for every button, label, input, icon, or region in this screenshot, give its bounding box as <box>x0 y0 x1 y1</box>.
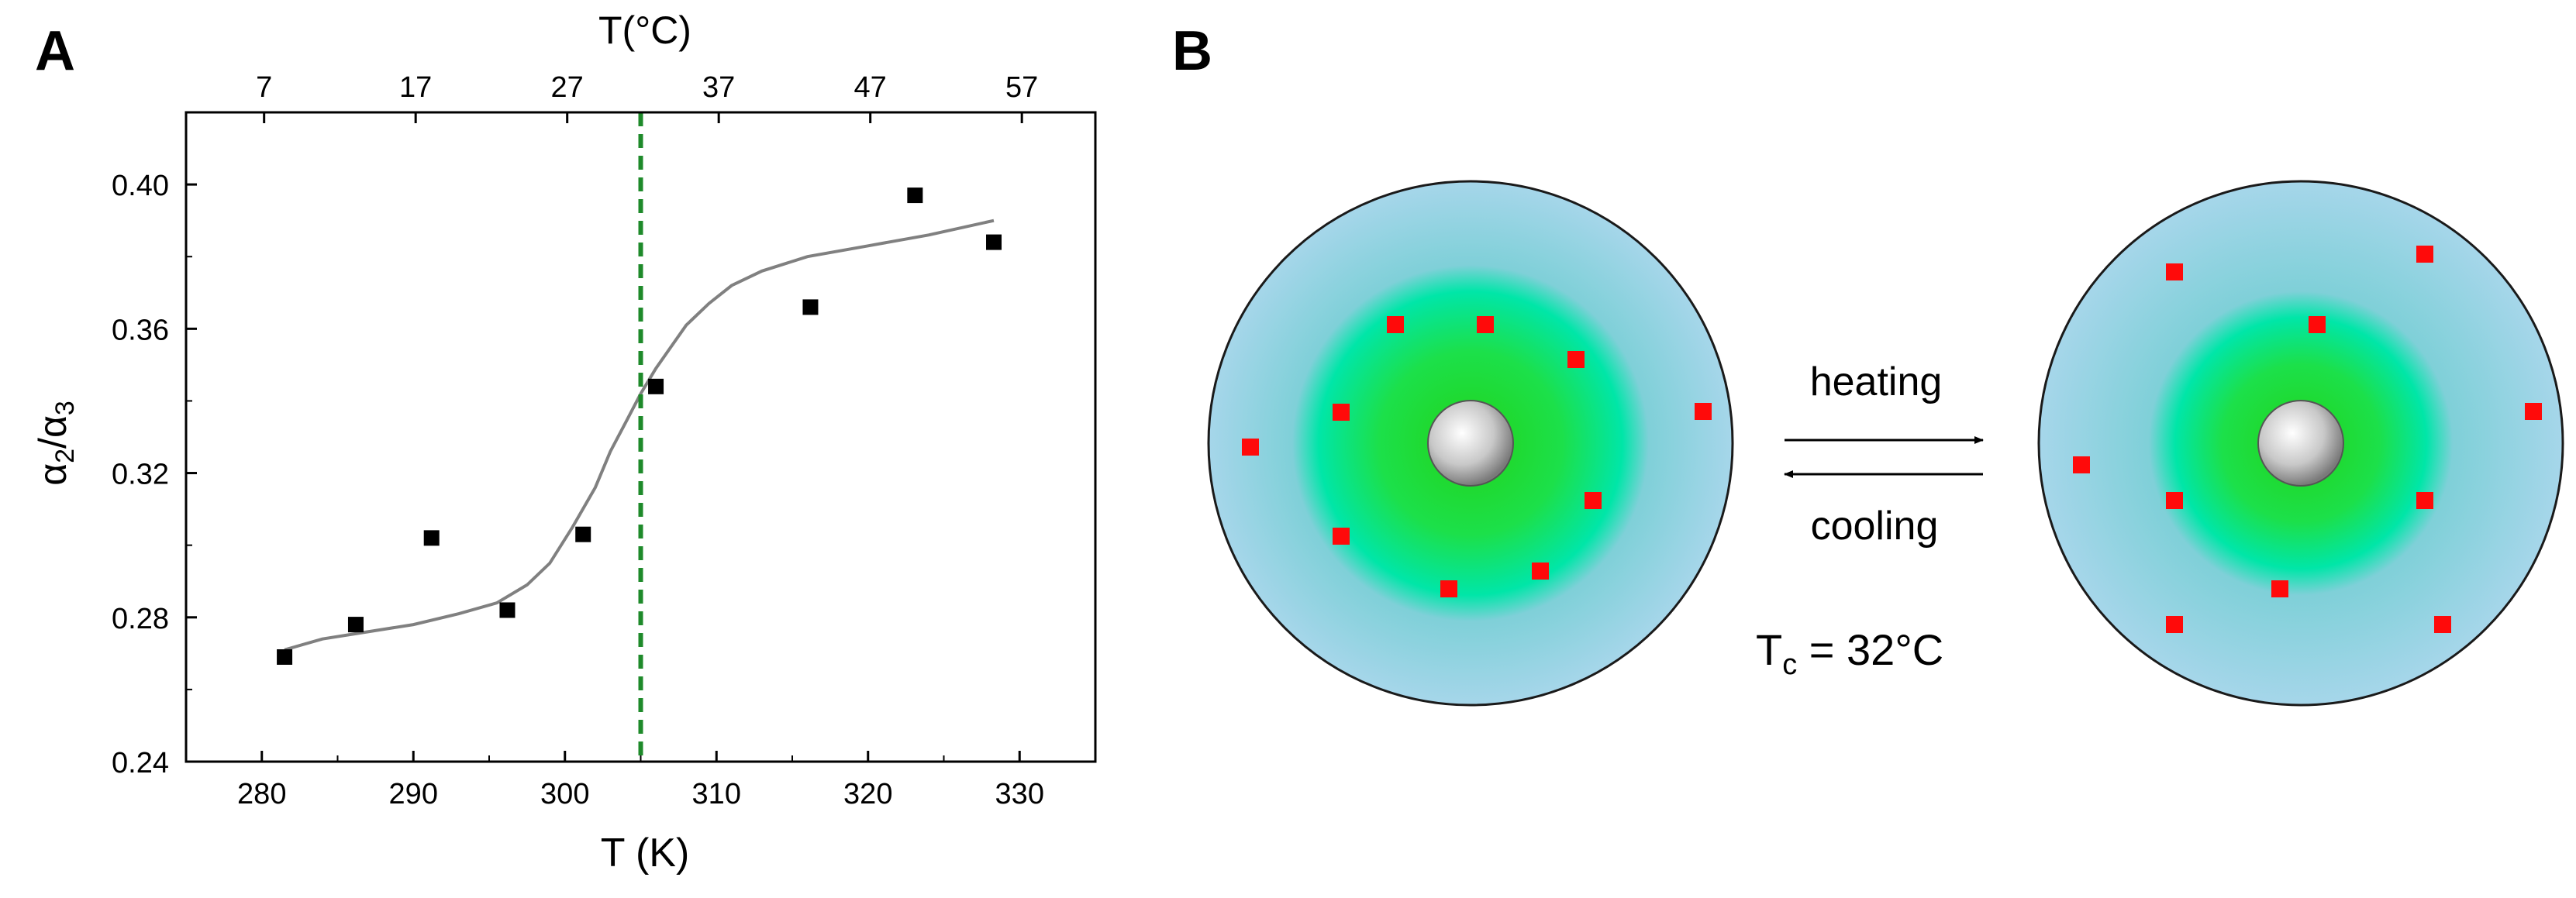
y-axis-label-sub-2: 3 <box>50 401 80 415</box>
y-tick-label: 0.36 <box>112 314 169 346</box>
red-dot <box>2434 616 2451 633</box>
top-tick-label: 37 <box>702 71 735 104</box>
red-dot <box>2416 492 2433 509</box>
fit-curve <box>284 218 995 652</box>
red-dot <box>1567 351 1585 368</box>
nanoparticle-above-tc <box>2037 180 2564 707</box>
red-dot <box>2166 616 2183 633</box>
heating-label: heating <box>1810 360 1943 404</box>
y-tick-label: 0.28 <box>112 603 169 635</box>
y-axis-label-alpha-2: α <box>31 415 74 438</box>
data-point <box>648 378 664 394</box>
red-dot <box>1242 439 1259 456</box>
x-tick-label: 310 <box>692 778 741 810</box>
red-dot <box>1585 492 1602 509</box>
diagram-panel-b: heating cooling Tc = 32°C <box>1207 180 2564 707</box>
panel-label-b: B <box>1172 20 1212 82</box>
data-point <box>986 234 1002 250</box>
core-sphere-left <box>1427 400 1514 487</box>
data-point <box>575 526 591 542</box>
data-point <box>907 188 923 204</box>
red-dot <box>1532 563 1549 580</box>
red-dot <box>2166 492 2183 509</box>
x-axis-label: T (K) <box>601 831 690 876</box>
red-dot <box>1333 404 1350 421</box>
y-tick-label: 0.32 <box>112 459 169 491</box>
bottom-x-axis: 280 290 300 310 320 330 <box>237 751 1044 810</box>
x-tick-label: 300 <box>540 778 589 810</box>
tc-label-sub: c <box>1782 649 1797 681</box>
data-point <box>499 602 516 618</box>
nanoparticle-below-tc <box>1207 180 1734 707</box>
red-dot <box>1333 528 1350 545</box>
red-dot <box>2166 263 2183 280</box>
y-tick-label: 0.40 <box>112 170 169 202</box>
chart-panel-a: 280 290 300 310 320 330 7 17 27 37 47 57 0.240.280… <box>31 9 1097 876</box>
y-axis-label-alpha-1: α <box>31 463 74 486</box>
top-tick-label: 47 <box>854 71 887 104</box>
red-dot <box>1695 403 1712 420</box>
data-point <box>347 617 364 633</box>
red-dot <box>2525 403 2542 420</box>
data-point <box>802 299 819 315</box>
tc-label-value: = 32°C <box>1797 625 1943 674</box>
red-dot <box>2309 316 2326 333</box>
data-point <box>423 530 440 546</box>
y-axis-label-sub-1: 2 <box>50 449 80 463</box>
fit-curve-layer <box>284 218 995 652</box>
top-tick-label: 7 <box>256 71 272 104</box>
x-tick-label: 280 <box>237 778 286 810</box>
x-tick-label: 320 <box>843 778 892 810</box>
top-x-axis: 7 17 27 37 47 57 <box>256 71 1038 123</box>
data-point <box>277 649 293 665</box>
data-points-layer <box>277 188 1002 665</box>
red-dot <box>1387 316 1404 333</box>
y-axis-label: α2/α3 <box>31 401 80 486</box>
panel-label-a: A <box>35 20 75 82</box>
x-tick-label: 290 <box>389 778 438 810</box>
cooling-label: cooling <box>1811 504 1939 549</box>
red-dot <box>1477 316 1494 333</box>
top-tick-label: 57 <box>1005 71 1038 104</box>
x-tick-label: 330 <box>995 778 1044 810</box>
y-axis-label-slash: / <box>31 438 74 449</box>
red-dot <box>2271 580 2288 597</box>
core-sphere-right <box>2257 400 2344 487</box>
y-tick-label: 0.24 <box>112 747 169 779</box>
top-axis-label: T(°C) <box>598 9 691 52</box>
top-tick-label: 17 <box>399 71 432 104</box>
red-dot <box>2416 246 2433 263</box>
tc-label: Tc = 32°C <box>1756 625 1943 681</box>
red-dot <box>1440 580 1457 597</box>
tc-label-t: T <box>1756 625 1782 674</box>
top-tick-label: 27 <box>551 71 584 104</box>
y-axis: 0.24 0.28 0.32 0.36 0.40 <box>112 112 197 779</box>
red-dot <box>2073 456 2090 473</box>
